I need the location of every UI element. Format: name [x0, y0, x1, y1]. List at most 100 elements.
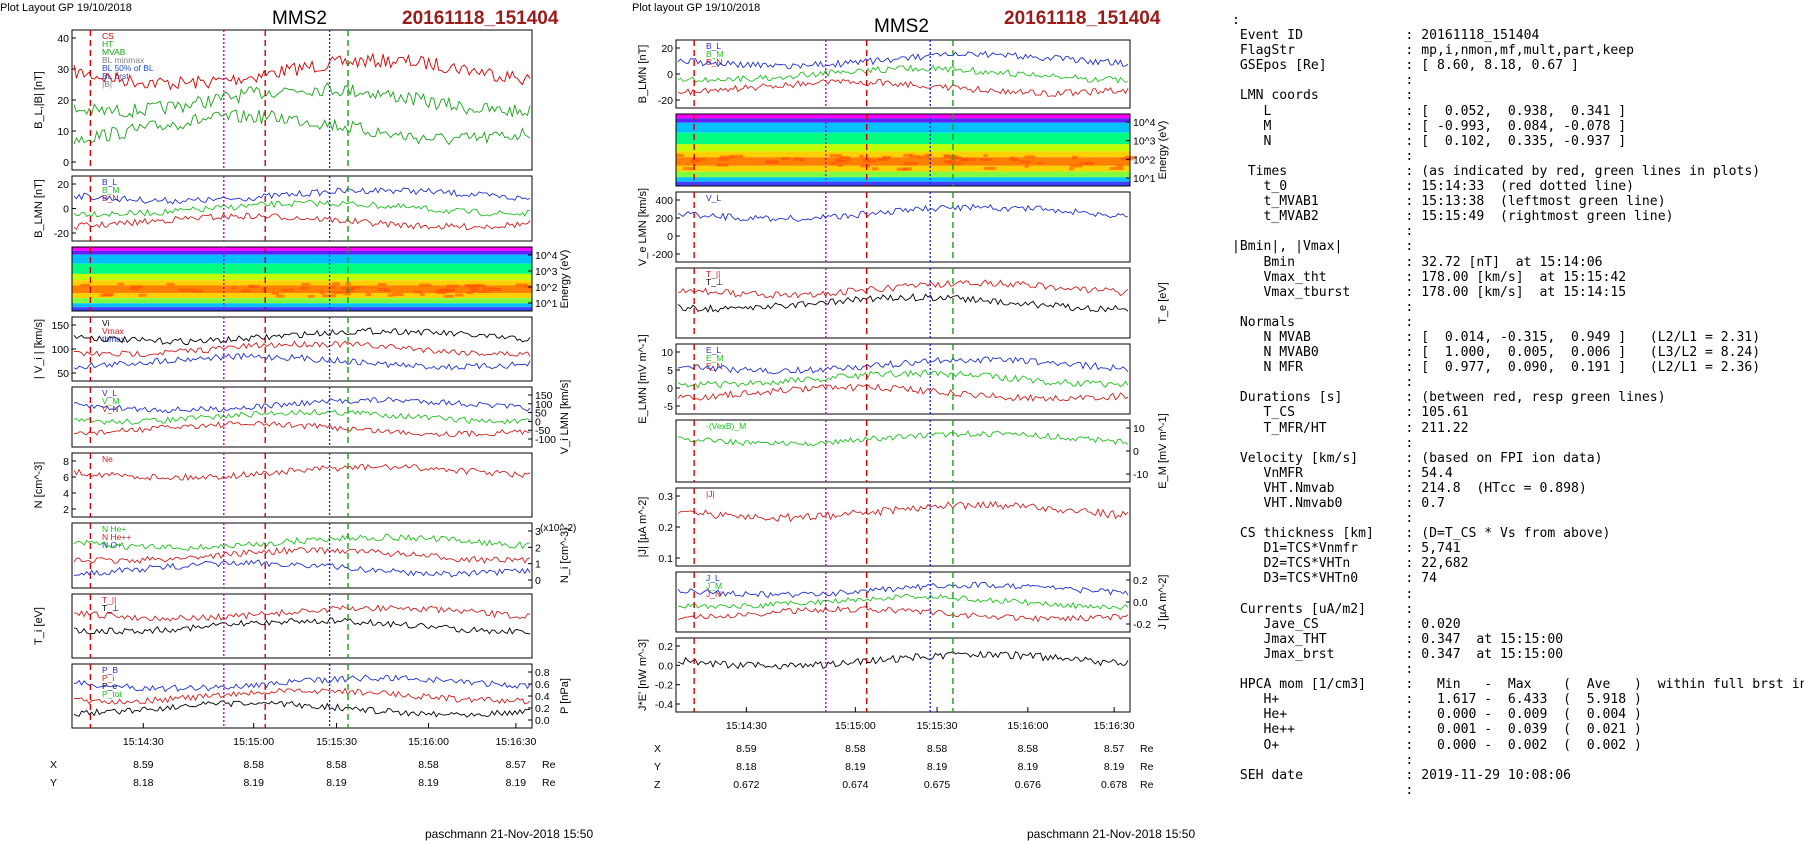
- y-axis-label-right: E_M [mV m^-1]: [1157, 413, 1169, 488]
- info-line: Bmin : 32.72 [nT] at 15:14:06: [1232, 254, 1603, 270]
- legend-entry: P_B: [102, 665, 118, 675]
- panel-frame: [675, 637, 1131, 713]
- y-tick-label-right: -0.2: [1133, 619, 1151, 631]
- panel-frame: [71, 29, 533, 171]
- spectrogram-patch: [1070, 164, 1083, 168]
- spectrogram-patch: [129, 287, 139, 291]
- legend-entry: T_||: [706, 269, 720, 279]
- y-tick-label-right: 0: [535, 575, 541, 587]
- spectrogram-patch: [345, 289, 355, 293]
- spectrogram-patch: [962, 158, 976, 162]
- legend-entry: T_||: [102, 595, 116, 605]
- y-axis-label: B_LMN [nT]: [33, 179, 45, 238]
- y-axis-label: |J| [µA m^-2]: [637, 497, 649, 558]
- y-tick-label-right: 150: [535, 390, 553, 402]
- spectrogram-patch: [477, 290, 491, 294]
- info-line: :: [1232, 224, 1414, 240]
- middle-spacecraft-title: MMS2: [874, 16, 929, 37]
- spectrogram-patch: [860, 164, 871, 168]
- ephem-value: 0.672: [733, 779, 759, 790]
- spectrogram-band: [676, 177, 1130, 182]
- spectrogram-patch: [984, 166, 996, 170]
- data-trace: [677, 203, 1129, 223]
- info-line: t_MVAB2 : 15:15:49 (rightmost green line…: [1232, 209, 1674, 225]
- spectrogram-patch: [865, 159, 876, 163]
- spectrogram-patch: [834, 158, 845, 162]
- y-tick-label-right: -50: [535, 425, 550, 437]
- legend-entry: B_M: [706, 49, 723, 59]
- info-line: GSEpos [Re] : [ 8.60, 8.18, 0.67 ]: [1232, 58, 1579, 74]
- info-line: N : [ 0.102, 0.335, -0.937 ]: [1232, 133, 1627, 149]
- y-tick-label-right: 10^3: [1133, 136, 1156, 148]
- ephem-value: 0.678: [1101, 779, 1127, 790]
- ephem-value: 8.19: [1104, 761, 1125, 773]
- data-trace: [677, 369, 1129, 389]
- spectrogram-patch: [436, 291, 447, 295]
- info-line: :: [1232, 782, 1414, 798]
- ephem-unit: Re: [1140, 743, 1154, 755]
- info-line: Jmax_brst : 0.347 at 15:15:00: [1232, 646, 1564, 662]
- panel: 200-20B_LMN [nT] B_LB_MB_N: [33, 175, 533, 242]
- y-tick-label: 0.0: [658, 660, 673, 672]
- panel-frame: [71, 452, 533, 518]
- time-tick-label: 15:15:30: [917, 720, 958, 732]
- legend-entry: N He++: [102, 532, 131, 542]
- ephem-value: 8.58: [243, 759, 264, 771]
- info-line: CS thickness [km] : (D=T_CS * Vs from ab…: [1232, 526, 1611, 542]
- time-tick-label: 15:15:00: [835, 720, 876, 732]
- ephem-value: 8.19: [845, 761, 866, 773]
- spectrogram-patch: [482, 287, 495, 291]
- spectrogram-patch: [716, 163, 729, 167]
- y-tick-label-right: 10^1: [1133, 173, 1156, 185]
- y-tick-label: 10: [661, 347, 673, 359]
- spectrogram-band: [72, 273, 532, 281]
- info-line: t_0 : 15:14:33 (red dotted line): [1232, 179, 1635, 195]
- y-axis-label-right: T_e [eV]: [1157, 282, 1169, 324]
- data-trace: [73, 463, 531, 481]
- panel-frame: [71, 593, 533, 659]
- y-tick-label: 0.3: [658, 491, 673, 503]
- spectrogram-patch: [301, 282, 311, 286]
- ephem-row-label: Y: [654, 761, 661, 773]
- data-trace: [73, 187, 531, 205]
- info-line: Times : (as indicated by red, green line…: [1232, 163, 1761, 179]
- y-axis-label-right: Energy (eV): [559, 250, 571, 309]
- ephem-value: 8.18: [736, 761, 757, 773]
- info-line: Vmax_tht : 178.00 [km/s] at 15:15:42: [1232, 269, 1627, 285]
- info-line: N MFR : [ 0.977, 0.090, 0.191 ] (L2/L1 =…: [1232, 360, 1761, 376]
- spectrogram-patch: [344, 292, 351, 296]
- panel: 200-20B_LMN [nT] B_LB_MB_N: [637, 39, 1131, 109]
- y-axis-label: V_e LMN [km/s]: [637, 188, 649, 266]
- spectrogram-band: [72, 250, 532, 255]
- spectrogram-patch: [917, 155, 930, 159]
- spectrogram-patch: [377, 288, 387, 292]
- info-line: :: [1232, 299, 1414, 315]
- data-trace: [73, 700, 531, 718]
- info-line: O+ : 0.000 - 0.002 ( 0.002 ): [1232, 737, 1642, 753]
- legend-entry: B_M: [102, 185, 119, 195]
- info-line: T_MFR/HT : 211.22: [1232, 420, 1469, 436]
- y-tick-label-right: 0: [1133, 446, 1139, 458]
- data-trace: [677, 605, 1129, 623]
- data-trace: [677, 593, 1129, 611]
- data-trace: [73, 546, 531, 565]
- legend-entry: T_⊥: [706, 277, 724, 287]
- info-line: D3=TCS*VHTn0 : 74: [1232, 571, 1437, 587]
- data-trace: [677, 50, 1129, 70]
- info-line: :: [1232, 662, 1414, 678]
- y-tick-label-right: 2: [535, 542, 541, 554]
- spectrogram-patch: [261, 288, 267, 292]
- legend-entry: P_tot: [102, 689, 122, 699]
- info-line: :: [1232, 375, 1414, 391]
- panel-frame: [675, 487, 1131, 567]
- spectrogram-patch: [691, 157, 706, 161]
- y-tick-label-right: 1: [535, 559, 541, 571]
- spectrogram-patch: [909, 154, 920, 158]
- y-tick-label-right: 0.8: [535, 667, 550, 679]
- panel-frame: [71, 316, 533, 382]
- spectrogram-patch: [719, 155, 734, 159]
- y-tick-label-right: 10^3: [535, 266, 558, 278]
- ephem-value: 8.19: [243, 777, 264, 789]
- spectrogram-patch: [846, 157, 851, 161]
